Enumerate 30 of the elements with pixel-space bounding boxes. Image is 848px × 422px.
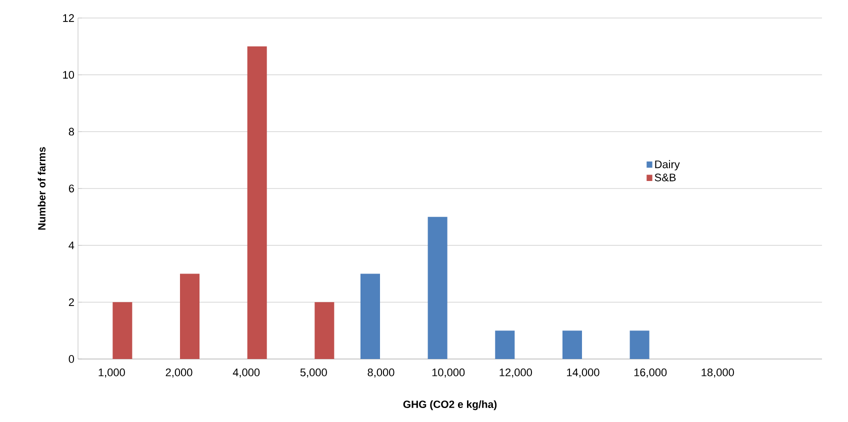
legend-label: Dairy: [655, 160, 680, 170]
x-tick-label: 14,000: [567, 368, 600, 378]
bar: [495, 330, 515, 359]
bar: [428, 216, 448, 359]
bar: [247, 46, 267, 359]
x-tick-label: 1,000: [98, 368, 125, 378]
x-axis-title: GHG (CO2 e kg/ha): [403, 400, 497, 410]
x-tick-label: 12,000: [500, 368, 532, 378]
bar: [314, 302, 334, 359]
y-tick-label: 10: [63, 70, 74, 79]
y-tick-label: 4: [68, 242, 74, 250]
y-tick-label: 8: [68, 128, 74, 136]
y-tick-label: 6: [68, 184, 74, 192]
x-tick-label: 16,000: [634, 368, 667, 378]
x-tick-label: 2,000: [166, 368, 192, 378]
x-tick-label: 5,000: [300, 368, 327, 378]
bar: [562, 330, 582, 359]
bar: [630, 330, 650, 359]
x-tick-label: 4,000: [232, 368, 260, 378]
y-tick-label: 0: [68, 355, 74, 363]
y-axis-title: Number of farms: [38, 147, 46, 230]
x-tick-label: 18,000: [702, 368, 734, 378]
x-tick-label: 10,000: [432, 368, 465, 378]
x-tick-label: 8,000: [368, 368, 394, 378]
y-tick-label: 2: [68, 298, 74, 306]
bar: [360, 274, 380, 359]
y-tick-label: 12: [63, 14, 74, 22]
bar: [112, 302, 132, 359]
bar: [180, 274, 200, 359]
legend-label: S&B: [654, 174, 676, 182]
